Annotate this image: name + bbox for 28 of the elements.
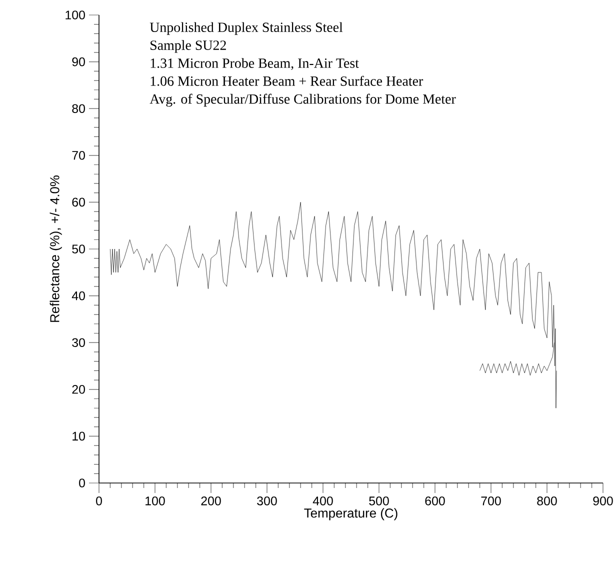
y-tick-label: 10 — [72, 432, 85, 441]
y-tick-label: 0 — [79, 478, 85, 488]
x-tick-label: 700 — [481, 496, 501, 506]
y-tick-label: 80 — [72, 104, 85, 114]
y-tick-label: 20 — [72, 384, 85, 394]
x-axis-title: Temperature (C) — [304, 508, 398, 520]
annotation: Avg. of Specular/Diffuse Calibrations for Dome Meter — [150, 94, 456, 107]
y-tick-label: 30 — [72, 338, 85, 348]
x-tick-label: 900 — [593, 496, 613, 506]
x-tick-label: 100 — [146, 496, 165, 506]
y-tick-label: 100 — [66, 10, 85, 20]
x-tick-label: 200 — [201, 496, 221, 506]
annotation: Sample SU22 — [150, 40, 226, 53]
annotation: 1.31 Micron Probe Beam, In-Air Test — [150, 58, 359, 70]
y-tick-label: 90 — [72, 57, 85, 66]
annotation: Unpolished Duplex Stainless Steel — [150, 22, 343, 35]
y-tick-label: 70 — [72, 150, 85, 160]
annotation: 1.06 Micron Heater Beam + Rear Surface Heater — [150, 76, 424, 86]
y-tick-label: 40 — [72, 291, 85, 300]
x-tick-label: 500 — [369, 496, 389, 506]
x-tick-label: 800 — [537, 496, 557, 506]
x-tick-label: 300 — [257, 496, 277, 506]
x-tick-label: 400 — [312, 496, 333, 506]
x-tick-label: 0 — [96, 496, 102, 506]
x-tick-label: 600 — [425, 496, 445, 506]
y-tick-label: 60 — [72, 198, 85, 207]
y-tick-label: 50 — [72, 244, 85, 254]
y-axis-title: Reflectance (%), +/- 4.0% — [50, 176, 62, 322]
